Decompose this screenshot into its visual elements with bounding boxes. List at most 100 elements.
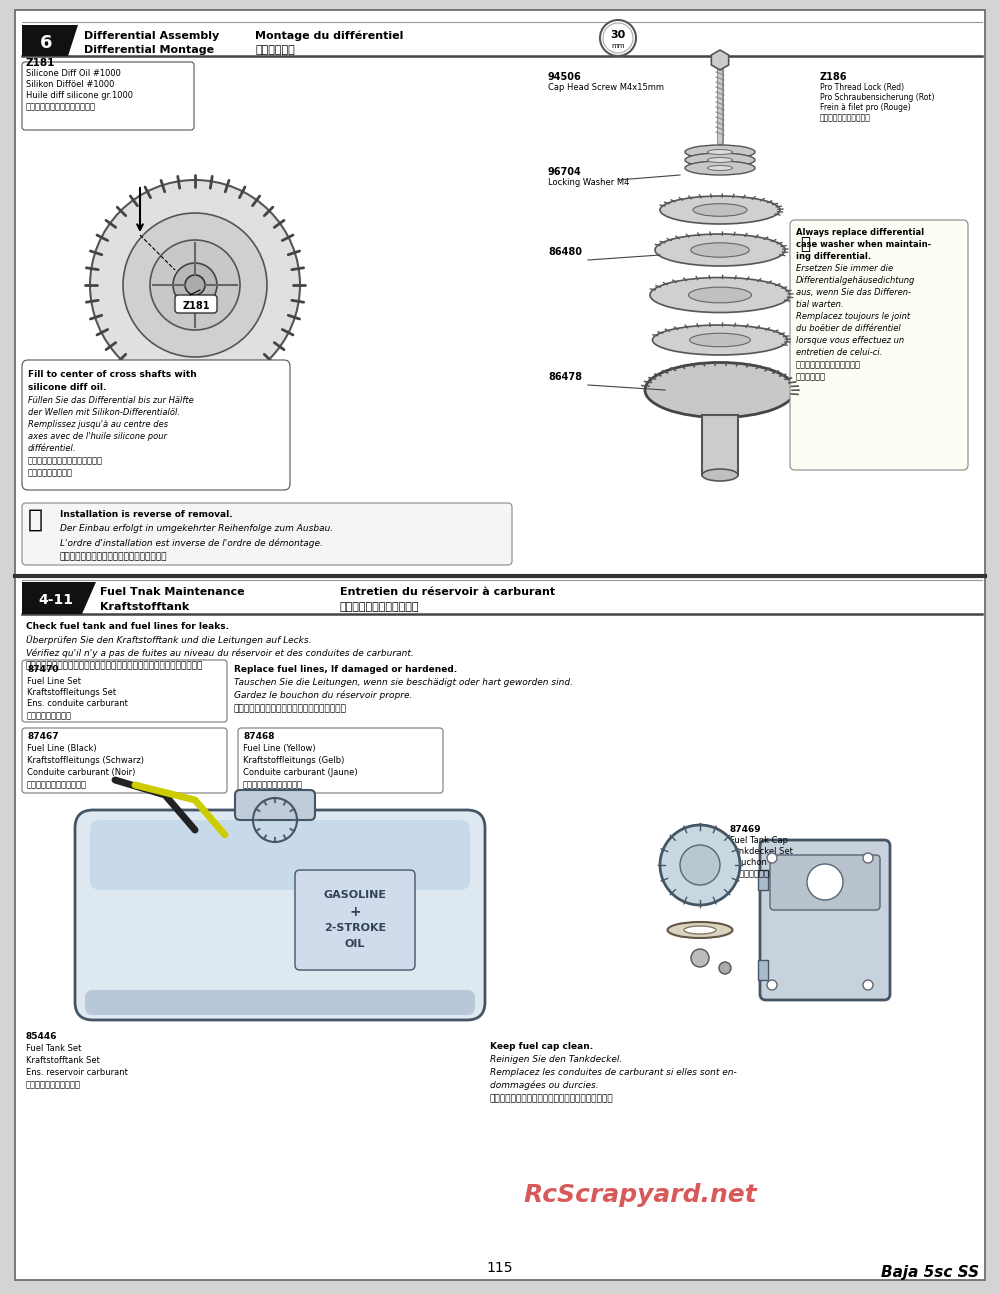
FancyBboxPatch shape [85,990,475,1014]
Circle shape [90,180,300,389]
Ellipse shape [685,153,755,167]
Text: Z181: Z181 [26,58,55,69]
Circle shape [123,214,267,357]
Text: 2-STROKE: 2-STROKE [324,923,386,933]
Text: 94506: 94506 [548,72,582,82]
Circle shape [185,276,205,295]
FancyBboxPatch shape [22,62,194,129]
FancyBboxPatch shape [295,870,415,970]
Bar [702,415,738,475]
Text: OIL: OIL [345,939,365,949]
Polygon shape [711,50,729,70]
Bar [758,960,768,980]
Text: Conduite carburant (Jaune): Conduite carburant (Jaune) [243,769,358,776]
Text: Baja 5sc SS: Baja 5sc SS [881,1264,979,1280]
Text: 87469: 87469 [730,826,762,835]
FancyBboxPatch shape [770,855,880,910]
Text: case washer when maintain-: case washer when maintain- [796,239,931,248]
Text: 86478: 86478 [548,371,582,382]
Text: Conduite carburant (Noir): Conduite carburant (Noir) [27,769,135,776]
FancyBboxPatch shape [22,660,227,722]
Text: Remplacez les conduites de carburant si elles sont en-: Remplacez les conduites de carburant si … [490,1068,737,1077]
Circle shape [680,845,720,885]
Text: 87467: 87467 [27,732,59,741]
Ellipse shape [660,195,780,224]
Ellipse shape [645,362,795,418]
Circle shape [863,980,873,990]
Ellipse shape [668,923,732,938]
Ellipse shape [688,287,752,303]
Text: 燃料チューブ（ブラック）: 燃料チューブ（ブラック） [27,780,87,789]
Text: 86480: 86480 [548,247,582,258]
Text: Tauschen Sie die Leitungen, wenn sie beschädigt oder hart geworden sind.: Tauschen Sie die Leitungen, wenn sie bes… [234,678,573,687]
Text: Ersetzen Sie immer die: Ersetzen Sie immer die [796,264,893,273]
Text: Kraftstoffleitungs (Gelb): Kraftstoffleitungs (Gelb) [243,756,344,765]
Text: Bouchon reservoir carburant: Bouchon reservoir carburant [730,858,851,867]
Text: Fill to center of cross shafts with: Fill to center of cross shafts with [28,370,197,379]
Ellipse shape [655,234,785,267]
Circle shape [173,263,217,307]
Text: aus, wenn Sie das Differen-: aus, wenn Sie das Differen- [796,289,911,298]
Text: L'ordre d'installation est inverse de l'ordre de démontage.: L'ordre d'installation est inverse de l'… [60,538,323,547]
Text: 87468: 87468 [243,732,274,741]
Text: entretien de celui-ci.: entretien de celui-ci. [796,348,882,357]
Circle shape [767,980,777,990]
Text: Z186: Z186 [820,72,848,82]
Text: +: + [349,905,361,919]
Text: Huile diff silicone gr.1000: Huile diff silicone gr.1000 [26,91,133,100]
Text: メンテナンスこに毎回部品に: メンテナンスこに毎回部品に [796,360,861,369]
Ellipse shape [702,468,738,481]
FancyBboxPatch shape [175,295,217,313]
FancyBboxPatch shape [22,503,512,565]
Text: Gardez le bouchon du réservoir propre.: Gardez le bouchon du réservoir propre. [234,691,412,700]
Text: 燃料キャップ回りは、常に清潔な状態を保ちます。: 燃料キャップ回りは、常に清潔な状態を保ちます。 [490,1093,614,1102]
Text: 燃料チューブを強くなった場合は交換します。: 燃料チューブを強くなった場合は交換します。 [234,704,347,713]
Text: Kraftstoffleitungs (Schwarz): Kraftstoffleitungs (Schwarz) [27,756,144,765]
Text: du boëtier de différentiel: du boëtier de différentiel [796,324,901,333]
Text: Cap Head Screw M4x15mm: Cap Head Screw M4x15mm [548,83,664,92]
Text: 🔧: 🔧 [28,509,43,532]
Circle shape [863,853,873,863]
Text: lorsque vous effectuez un: lorsque vous effectuez un [796,336,904,345]
Text: Tankdeckel Set: Tankdeckel Set [730,848,793,857]
Text: Remplissez jusqu'à au centre des: Remplissez jusqu'à au centre des [28,421,168,430]
Text: Always replace differential: Always replace differential [796,228,924,237]
Text: Z181: Z181 [182,302,210,311]
Text: デフの組立て: デフの組立て [255,45,295,56]
Text: 🔧: 🔧 [800,236,810,254]
Circle shape [150,239,240,330]
Text: オイルを入れます。: オイルを入れます。 [28,468,73,477]
Text: 85446: 85446 [26,1033,58,1040]
FancyBboxPatch shape [90,820,470,890]
FancyBboxPatch shape [790,220,968,470]
Text: Fuel Line (Yellow): Fuel Line (Yellow) [243,744,316,753]
Circle shape [603,23,633,53]
Text: Pro Schraubensicherung (Rot): Pro Schraubensicherung (Rot) [820,93,934,102]
Text: Replace fuel lines, If damaged or hardened.: Replace fuel lines, If damaged or harden… [234,665,457,674]
Text: フューエルタンクセット: フューエルタンクセット [26,1080,81,1090]
Text: Fuel Line (Black): Fuel Line (Black) [27,744,97,753]
Text: mm: mm [611,43,625,49]
Text: Kraftstoffleitungs Set: Kraftstoffleitungs Set [27,688,116,697]
Ellipse shape [685,160,755,175]
Text: デフシャフトが半分隠れる位まで: デフシャフトが半分隠れる位まで [28,455,103,465]
Ellipse shape [652,325,788,355]
Circle shape [691,949,709,967]
Circle shape [660,826,740,905]
Polygon shape [22,25,78,56]
Text: Differential Assembly: Differential Assembly [84,31,219,41]
Text: Remplacez toujours le joint: Remplacez toujours le joint [796,312,910,321]
Ellipse shape [684,927,716,934]
Text: Ens. conduite carburant: Ens. conduite carburant [27,700,128,709]
Text: GASOLINE: GASOLINE [324,890,386,901]
Text: RcScrapyard.net: RcScrapyard.net [523,1183,757,1207]
Text: 燃料チューブ（イエロー）: 燃料チューブ（イエロー） [243,780,303,789]
Text: Der Einbau erfolgt in umgekehrter Reihenfolge zum Ausbau.: Der Einbau erfolgt in umgekehrter Reihen… [60,524,333,533]
Text: 燃料タンクキャップ: 燃料タンクキャップ [730,870,775,879]
Text: シリコンデフオイル＃１０００: シリコンデフオイル＃１０００ [26,102,96,111]
Ellipse shape [685,145,755,159]
Ellipse shape [708,150,732,154]
Text: Differential Montage: Differential Montage [84,45,214,56]
Text: 30: 30 [610,30,626,40]
Text: der Wellen mit Silikon-Differentialöl.: der Wellen mit Silikon-Differentialöl. [28,408,180,417]
